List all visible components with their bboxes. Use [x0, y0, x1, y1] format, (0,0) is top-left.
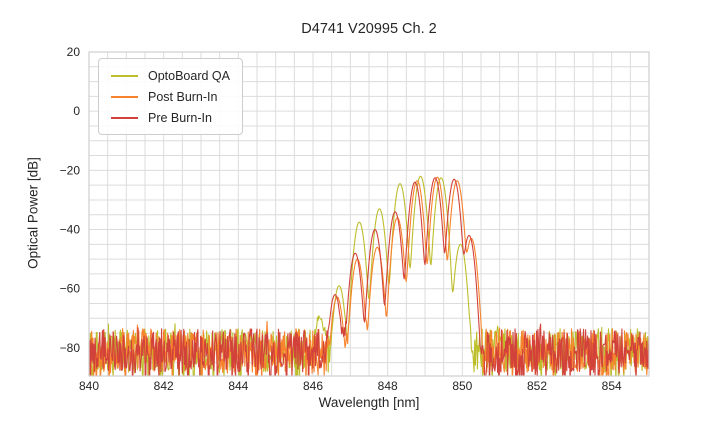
- tick-labels: 840 842 844 846 848 850 852 854 20 0 −20 −40 −60 −80: [60, 45, 622, 393]
- x-tick-label: 854: [602, 379, 622, 393]
- legend-label-post-burn-in: Post Burn-In: [148, 89, 218, 104]
- y-tick-label: −80: [60, 341, 81, 355]
- x-tick-label: 842: [154, 379, 174, 393]
- axes-frame: [88, 51, 650, 377]
- y-axis-label: Optical Power [dB]: [25, 157, 41, 269]
- x-tick-label: 852: [527, 379, 547, 393]
- x-tick-label: 840: [79, 379, 99, 393]
- x-tick-label: 846: [303, 379, 323, 393]
- legend: OptoBoard QA Post Burn-In Pre Burn-In: [98, 58, 243, 135]
- series-line-post-burn-in: [89, 176, 649, 376]
- series-curves: [89, 175, 649, 376]
- x-tick-label: 850: [452, 379, 472, 393]
- legend-swatch-post-burn-in: [111, 95, 138, 98]
- legend-item-post-burn-in: Post Burn-In: [107, 86, 230, 107]
- y-tick-label: −40: [60, 223, 81, 237]
- x-tick-label: 848: [378, 379, 398, 393]
- x-axis-label: Wavelength [nm]: [318, 395, 420, 410]
- legend-label-pre-burn-in: Pre Burn-In: [148, 110, 212, 125]
- legend-item-optoboard-qa: OptoBoard QA: [107, 65, 230, 86]
- legend-swatch-optoboard-qa: [111, 74, 138, 77]
- legend-item-pre-burn-in: Pre Burn-In: [107, 107, 230, 128]
- y-tick-label: −60: [60, 282, 81, 296]
- legend-label-optoboard-qa: OptoBoard QA: [148, 68, 230, 83]
- y-tick-label: 20: [67, 45, 81, 59]
- x-tick-label: 844: [228, 379, 248, 393]
- series-line-pre-burn-in: [89, 177, 649, 376]
- y-tick-label: 0: [73, 104, 80, 118]
- legend-swatch-pre-burn-in: [111, 116, 138, 119]
- chart-title: D4741 V20995 Ch. 2: [301, 21, 437, 37]
- y-tick-label: −20: [60, 163, 81, 177]
